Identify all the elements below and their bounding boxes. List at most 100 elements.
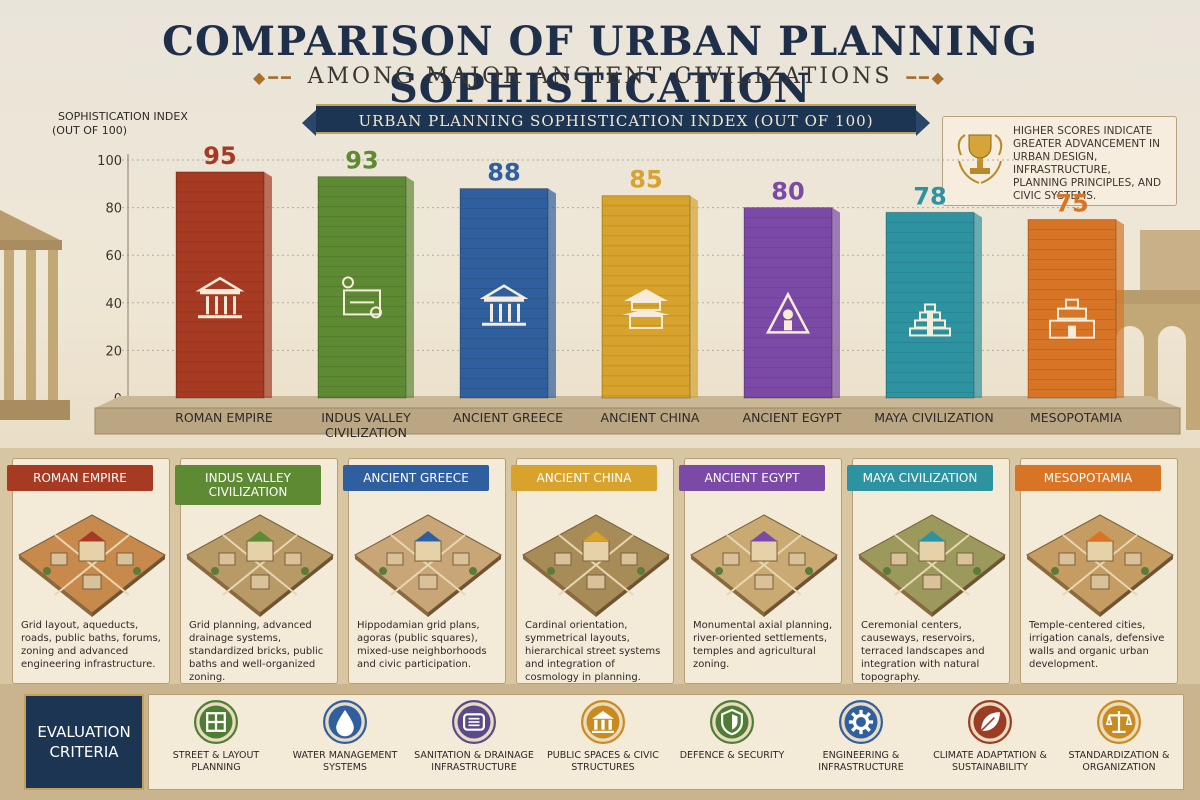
- bar-group: 80 ANCIENT EGYPT: [743, 178, 842, 425]
- x-category-label: MAYA CIVILIZATION: [874, 410, 994, 425]
- y-tick-label: 80: [105, 202, 122, 217]
- x-category-label: ROMAN EMPIRE: [175, 410, 273, 425]
- bar-group: 93 INDUS VALLEY CIVILIZATION: [317, 147, 414, 440]
- civilization-card: INDUS VALLEY CIVILIZATION Grid planning, …: [175, 458, 338, 684]
- ornament-left-icon: ◆━━: [253, 68, 294, 87]
- y-tick-label: 40: [105, 297, 122, 312]
- bar: [175, 171, 265, 399]
- city-illustration: [186, 514, 334, 617]
- city-illustration: [18, 514, 166, 617]
- bar-side: [690, 195, 698, 398]
- criteria-item: DEFENCE & SECURITY: [668, 700, 796, 790]
- pagoda-icon: [622, 288, 670, 329]
- subtitle-text: AMONG MAJOR ANCIENT CIVILIZATIONS: [307, 64, 893, 89]
- criteria-item: ENGINEERING & INFRASTRUCTURE: [797, 700, 925, 790]
- criteria-item: CLIMATE ADAPTATION & SUSTAINABILITY: [926, 700, 1054, 790]
- bar: [459, 188, 549, 399]
- ruins-left-decoration: [0, 210, 70, 420]
- x-category-label: ANCIENT EGYPT: [743, 410, 842, 425]
- info-note: HIGHER SCORES INDICATE GREATER ADVANCEME…: [942, 116, 1177, 206]
- civilization-card: MESOPOTAMIA Temple-centered cities, irrig…: [1015, 458, 1178, 684]
- card-description: Ceremonial centers, causeways, reservoir…: [861, 620, 985, 683]
- card-description: Grid layout, aqueducts, roads, public ba…: [21, 620, 161, 670]
- city-illustration: [1026, 514, 1174, 617]
- bar-value-label: 93: [345, 147, 378, 175]
- card-description: Cardinal orientation, symmetrical layout…: [525, 620, 661, 683]
- x-category-label: MESOPOTAMIA: [1030, 410, 1123, 425]
- bar: [743, 207, 833, 399]
- bar-side: [548, 188, 556, 398]
- scales-icon: [1097, 700, 1141, 744]
- criteria-label: WATER MANAGEMENT SYSTEMS: [292, 750, 398, 773]
- grid-icon: [194, 700, 238, 744]
- water-drop-icon: [323, 700, 367, 744]
- criteria-item: STANDARDIZATION & ORGANIZATION: [1055, 700, 1183, 790]
- city-illustration: [690, 514, 838, 617]
- card-title: ANCIENT EGYPT: [679, 465, 825, 491]
- civilization-card: ANCIENT GREECE Hippodamian grid plans, ag…: [343, 458, 506, 684]
- bar-group: 85 ANCIENT CHINA: [601, 166, 700, 425]
- chart-base-top: [95, 396, 1180, 408]
- civilization-card: ANCIENT EGYPT Monumental axial planning, …: [679, 458, 842, 684]
- criteria-label: DEFENCE & SECURITY: [679, 750, 785, 761]
- gear-icon: [839, 700, 883, 744]
- temple-icon: [195, 276, 245, 319]
- step-pyramid-icon: [909, 303, 951, 337]
- criteria-item: WATER MANAGEMENT SYSTEMS: [281, 700, 409, 790]
- bar-value-label: 85: [629, 166, 662, 194]
- card-description: Hippodamian grid plans, agoras (public s…: [357, 620, 487, 670]
- ornament-right-icon: ━━◆: [906, 68, 947, 87]
- bar-side: [974, 212, 982, 398]
- bar-group: 95 ROMAN EMPIRE: [175, 142, 273, 425]
- civilization-card: ROMAN EMPIRE Grid layout, aqueducts, road…: [7, 458, 170, 684]
- card-title: ANCIENT CHINA: [511, 465, 657, 491]
- bar-side: [832, 207, 840, 398]
- x-category-label: ANCIENT GREECE: [453, 410, 563, 425]
- card-title: INDUS VALLEY CIVILIZATION: [175, 465, 321, 505]
- criteria-label: SANITATION & DRAINAGE INFRASTRUCTURE: [414, 750, 534, 773]
- page-subtitle: ◆━━ AMONG MAJOR ANCIENT CIVILIZATIONS ━━◆: [0, 64, 1200, 89]
- drain-icon: [452, 700, 496, 744]
- y-tick-label: 100: [97, 154, 122, 169]
- criteria-label: STANDARDIZATION & ORGANIZATION: [1068, 750, 1170, 773]
- bar-value-label: 78: [913, 182, 946, 210]
- x-category-label: ANCIENT CHINA: [601, 410, 700, 425]
- criteria-label: ENGINEERING & INFRASTRUCTURE: [818, 750, 904, 773]
- page-title: COMPARISON OF URBAN PLANNING SOPHISTICAT…: [162, 18, 1038, 112]
- bar-value-label: 80: [771, 178, 804, 206]
- criteria-label: CLIMATE ADAPTATION & SUSTAINABILITY: [933, 750, 1047, 773]
- card-title: ANCIENT GREECE: [343, 465, 489, 491]
- card-description: Temple-centered cities, irrigation canal…: [1029, 620, 1165, 670]
- criteria-label: PUBLIC SPACES & CIVIC STRUCTURES: [547, 750, 659, 773]
- card-title: MAYA CIVILIZATION: [847, 465, 993, 491]
- bar-value-label: 75: [1055, 190, 1088, 218]
- temple-icon: [479, 284, 529, 326]
- city-illustration: [858, 514, 1006, 617]
- bar-side: [264, 171, 272, 398]
- ziggurat-icon: [1049, 298, 1095, 339]
- card-description: Monumental axial planning, river-oriente…: [693, 620, 833, 670]
- bar-value-label: 95: [203, 142, 236, 170]
- y-tick-label: 20: [105, 344, 122, 359]
- bar-group: 88 ANCIENT GREECE: [453, 159, 563, 425]
- x-category-label: INDUS VALLEY CIVILIZATION: [321, 410, 411, 440]
- pyramid-icon: [765, 291, 811, 334]
- criteria-strip: [148, 694, 1184, 790]
- criteria-heading: EVALUATION CRITERIA: [24, 694, 144, 790]
- criteria-item: STREET & LAYOUT PLANNING: [152, 700, 280, 790]
- bar: [317, 176, 407, 399]
- civic-building-icon: [581, 700, 625, 744]
- card-title: ROMAN EMPIRE: [7, 465, 153, 491]
- civilization-card: MAYA CIVILIZATION Ceremonial centers, cau…: [847, 458, 1010, 684]
- bar-side: [1116, 219, 1124, 398]
- y-axis-title: SOPHISTICATION INDEX (OUT OF 100): [52, 110, 188, 137]
- bar-value-label: 88: [487, 159, 520, 187]
- bar-side: [406, 176, 414, 398]
- blueprint-icon: [342, 276, 382, 319]
- info-note-text: HIGHER SCORES INDICATE GREATER ADVANCEME…: [1013, 125, 1162, 202]
- leaf-icon: [968, 700, 1012, 744]
- criteria-item: SANITATION & DRAINAGE INFRASTRUCTURE: [410, 700, 538, 790]
- card-description: Grid planning, advanced drainage systems…: [189, 620, 324, 683]
- chart-base: [94, 407, 1181, 435]
- city-illustration: [354, 514, 502, 617]
